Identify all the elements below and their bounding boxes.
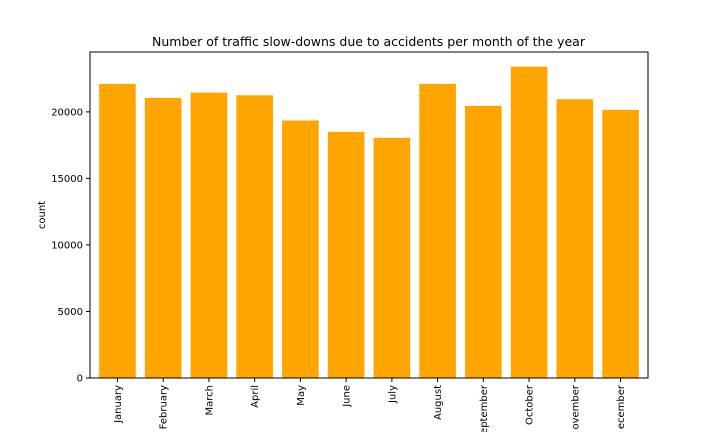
plot-frame <box>89 51 649 379</box>
y-tick-label: 10000 <box>51 240 83 251</box>
bar-6 <box>327 131 365 378</box>
x-tick-label: ovember <box>570 384 581 429</box>
bar-2 <box>144 97 182 378</box>
x-tick-label: March <box>204 385 215 415</box>
x-tick-label: February <box>159 385 170 429</box>
bar-9 <box>465 105 502 378</box>
x-tick-label: ecember <box>616 384 627 429</box>
x-tick-label: May <box>296 385 307 406</box>
bar-5 <box>282 120 319 378</box>
y-tick-label: 20000 <box>51 107 83 118</box>
x-tick-label: June <box>342 385 353 408</box>
x-ticks: January February March April May June July Augu… <box>113 378 627 434</box>
x-tick-label: eptember <box>479 384 490 432</box>
chart-title: Number of traffic slow-downs due to acci… <box>152 34 586 49</box>
bar-3 <box>190 92 228 378</box>
x-tick-label: October <box>525 384 536 425</box>
bar-12 <box>602 109 639 378</box>
bar-1 <box>99 83 136 379</box>
bar-8 <box>419 83 456 379</box>
y-ticks: 0 5000 10000 15000 20000 <box>51 107 90 385</box>
axes-layer <box>89 51 649 379</box>
bars-layer <box>99 66 639 379</box>
bar-4 <box>236 95 273 379</box>
bar-7 <box>373 137 411 378</box>
x-tick-label: April <box>250 385 261 408</box>
bar-11 <box>556 99 594 379</box>
bar-10 <box>510 66 548 378</box>
y-axis-label: count <box>37 201 48 229</box>
x-tick-label: August <box>433 385 444 420</box>
y-tick-label: 0 <box>77 374 83 385</box>
y-tick-label: 15000 <box>51 174 83 185</box>
x-tick-label: January <box>113 385 124 424</box>
y-tick-label: 5000 <box>58 307 83 318</box>
x-tick-label: July <box>387 385 398 404</box>
